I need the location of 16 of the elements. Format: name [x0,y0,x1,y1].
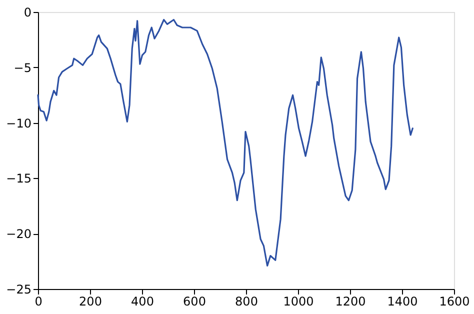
line-series [37,18,414,267]
x-tick-label: 1000 [283,294,314,308]
x-tick-label: 200 [79,294,102,308]
x-tick-label: 1400 [387,294,418,308]
y-tick-label: −5 [14,60,32,75]
y-tick-label: −10 [6,116,32,130]
x-tick-label: 0 [34,294,42,308]
x-tick-label: 400 [131,294,154,308]
y-tick-label: −25 [6,282,32,296]
x-tick-label: 800 [235,294,258,308]
x-tick-label: 600 [183,294,206,308]
y-tick-label: −15 [6,172,32,186]
x-tick-label: 1600 [439,294,470,308]
x-tick-label: 1200 [335,294,366,308]
y-tick-label: 0 [24,6,32,20]
y-tick-label: −20 [6,227,32,242]
